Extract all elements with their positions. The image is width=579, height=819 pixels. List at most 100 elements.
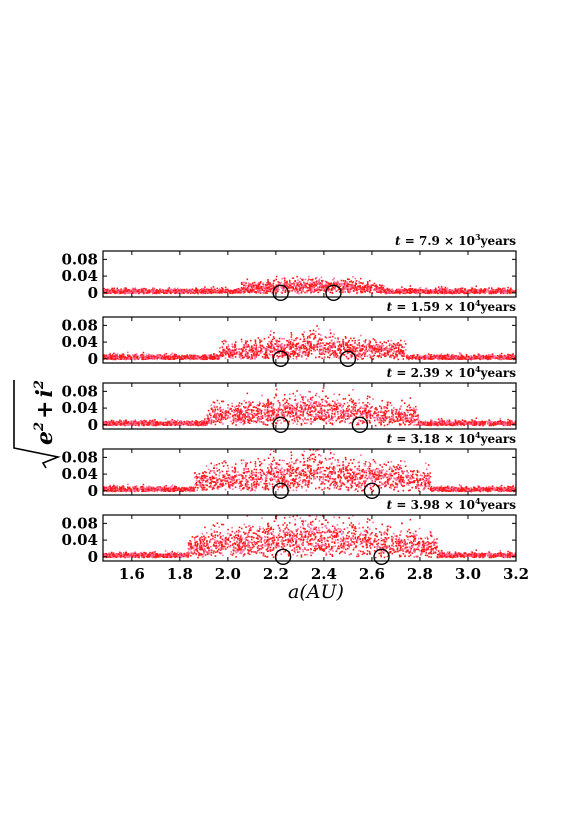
scatter-point	[364, 349, 366, 352]
scatter-point	[355, 347, 358, 349]
scatter-point	[302, 350, 305, 353]
scatter-point	[351, 282, 354, 284]
scatter-point	[316, 283, 318, 285]
scatter-point	[331, 291, 333, 294]
scatter-point	[352, 276, 354, 278]
scatter-point	[285, 289, 287, 292]
scatter-point	[310, 291, 312, 294]
scatter-point	[140, 354, 142, 356]
scatter-point	[131, 289, 134, 292]
scatter-point	[325, 342, 328, 344]
scatter-point	[303, 281, 305, 284]
scatter-point	[468, 289, 471, 291]
scatter-point	[284, 291, 287, 293]
scatter-point	[255, 356, 257, 359]
scatter-point	[304, 347, 307, 350]
scatter-point	[275, 340, 278, 342]
scatter-point	[275, 291, 277, 294]
scatter-point	[345, 348, 348, 351]
scatter-point	[350, 356, 353, 358]
scatter-point	[235, 353, 237, 356]
scatter-point	[350, 288, 352, 290]
scatter-point	[510, 356, 512, 358]
scatter-point	[380, 285, 383, 287]
scatter-point	[373, 354, 375, 357]
scatter-point	[356, 286, 359, 289]
scatter-point	[404, 290, 407, 293]
scatter-point	[346, 287, 348, 289]
scatter-point	[260, 348, 263, 350]
ylabel-e: e	[32, 431, 58, 445]
scatter-point	[256, 290, 259, 293]
scatter-point	[289, 345, 292, 348]
scatter-point	[278, 288, 280, 291]
scatter-point	[447, 291, 449, 294]
scatter-point	[388, 349, 390, 351]
scatter-point	[374, 352, 376, 354]
scatter-point	[339, 283, 341, 285]
scatter-point	[351, 350, 354, 352]
scatter-point	[438, 356, 440, 358]
scatter-point	[491, 353, 494, 355]
scatter-point	[240, 287, 243, 289]
scatter-point	[379, 284, 381, 286]
scatter-point	[264, 353, 266, 356]
scatter-point	[388, 288, 391, 291]
scatter-point	[145, 288, 147, 290]
scatter-point	[429, 354, 431, 356]
scatter-point	[399, 289, 402, 291]
scatter-point	[253, 344, 256, 346]
scatter-point	[317, 286, 319, 288]
scatter-point	[403, 353, 405, 355]
scatter-point	[212, 286, 215, 288]
scatter-point	[248, 291, 251, 294]
scatter-point	[186, 290, 188, 293]
scatter-point	[170, 353, 172, 356]
scatter-point	[460, 357, 463, 360]
scatter-point	[356, 291, 359, 294]
scatter-point	[282, 283, 285, 285]
scatter-point	[373, 339, 376, 341]
scatter-point	[395, 344, 398, 346]
scatter-point	[340, 343, 343, 346]
scatter-point	[393, 292, 396, 294]
scatter-point	[417, 291, 420, 294]
scatter-point	[418, 290, 421, 292]
scatter-point	[227, 346, 230, 348]
scatter-point	[339, 346, 342, 349]
scatter-point	[162, 291, 164, 293]
scatter-point	[216, 287, 218, 290]
scatter-point	[301, 284, 303, 286]
scatter-point	[118, 292, 121, 295]
scatter-point	[329, 349, 332, 351]
scatter-point	[310, 349, 312, 352]
scatter-point	[251, 285, 253, 288]
scatter-point	[292, 350, 295, 352]
scatter-point	[156, 355, 159, 357]
scatter-point	[304, 278, 307, 281]
scatter-point	[190, 292, 192, 295]
scatter-point	[246, 353, 248, 356]
scatter-point	[282, 286, 285, 289]
scatter-point	[276, 345, 279, 348]
scatter-point	[494, 355, 496, 357]
scatter-point	[400, 290, 403, 292]
scatter-point	[254, 358, 256, 360]
scatter-point	[348, 346, 350, 348]
scatter-point	[364, 341, 366, 344]
scatter-point	[276, 355, 278, 357]
scatter-point	[372, 344, 375, 347]
scatter-point	[495, 356, 497, 359]
scatter-point	[111, 353, 114, 356]
scatter-point	[253, 346, 255, 348]
scatter-point	[362, 357, 364, 360]
scatter-point	[286, 352, 289, 354]
scatter-point	[276, 288, 279, 291]
scatter-point	[245, 352, 248, 355]
scatter-point	[509, 358, 512, 360]
scatter-point	[240, 288, 243, 290]
scatter-point	[406, 357, 409, 359]
scatter-point	[369, 350, 372, 352]
scatter-point	[316, 346, 319, 348]
scatter-point	[333, 282, 335, 285]
